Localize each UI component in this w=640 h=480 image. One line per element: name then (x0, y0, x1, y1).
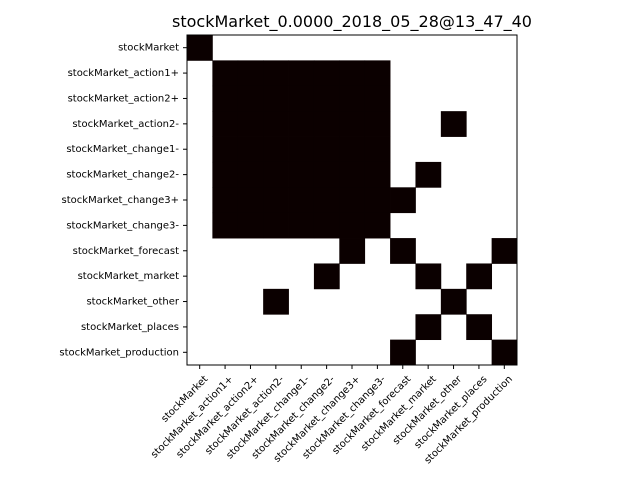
heatmap-cell (390, 238, 416, 264)
y-tick-label: stockMarket_action2+ (68, 93, 179, 104)
heatmap-cell (415, 314, 442, 341)
heatmap-cell (313, 60, 340, 87)
y-tick-label: stockMarket_production (59, 347, 179, 358)
heatmap-cell (237, 136, 264, 163)
heatmap-cell (339, 161, 366, 188)
heatmap-cell (440, 111, 467, 137)
heatmap-cell (288, 212, 315, 239)
y-tick-label: stockMarket_other (86, 297, 179, 308)
y-tick-label: stockMarket_market (78, 271, 179, 282)
heatmap-cell (263, 85, 289, 112)
y-tick-label: stockMarket_change2- (66, 170, 179, 181)
heatmap-cell (263, 161, 289, 188)
heatmap-cell (364, 212, 391, 239)
heatmap-cell (364, 187, 391, 214)
heatmap-cell (491, 238, 518, 264)
heatmap-cell (187, 35, 213, 61)
y-tick-label: stockMarket_forecast (73, 246, 179, 257)
heatmap-cell (237, 85, 264, 112)
heatmap-cell (364, 161, 391, 188)
y-tick-label: stockMarket_action2- (72, 119, 179, 130)
heatmap-cell (263, 111, 289, 137)
heatmap-cell (364, 60, 391, 87)
heatmap-cell (263, 187, 289, 214)
heatmap-cell (212, 136, 239, 163)
heatmap-cell (339, 238, 366, 264)
heatmap-cell (466, 263, 493, 290)
heatmap-cell (313, 212, 340, 239)
heatmap-cell (313, 85, 340, 112)
y-tick-label: stockMarket_change3- (66, 220, 179, 231)
heatmap-cell (263, 288, 289, 315)
y-tick-label: stockMarket (118, 43, 179, 54)
y-tick-label: stockMarket_change1- (66, 144, 179, 155)
heatmap-cell (288, 136, 315, 163)
heatmap-cell (491, 339, 518, 366)
heatmap-cell (313, 161, 340, 188)
heatmap-cell (288, 161, 315, 188)
heatmap-cell (339, 85, 366, 112)
heatmap-cell (212, 60, 239, 87)
heatmap-cell (263, 212, 289, 239)
heatmap-cell (339, 136, 366, 163)
heatmap-cell (212, 187, 239, 214)
chart-title: stockMarket_0.0000_2018_05_28@13_47_40 (172, 12, 532, 32)
heatmap-cell (390, 187, 416, 214)
heatmap-cell (339, 187, 366, 214)
heatmap-cell (237, 111, 264, 137)
heatmap-cell (364, 136, 391, 163)
y-tick-label: stockMarket_action1+ (68, 68, 179, 79)
heatmap-cell (440, 288, 467, 315)
x-tick-labels: stockMarketstockMarket_action1+stockMark… (149, 373, 515, 466)
y-tick-labels: stockMarket stockMarket_action1+ stockMark… (59, 43, 179, 359)
heatmap-cell (313, 187, 340, 214)
heatmap-cell (364, 111, 391, 137)
heatmap-cell (364, 85, 391, 112)
heatmap-cell (339, 60, 366, 87)
y-tick-label: stockMarket_places (81, 322, 179, 333)
heatmap-cell (313, 111, 340, 137)
heatmap-cell (237, 212, 264, 239)
heatmap-cells (187, 35, 518, 366)
heatmap-cell (263, 60, 289, 87)
heatmap-cell (466, 314, 493, 341)
heatmap-cell (339, 212, 366, 239)
heatmap-cell (237, 187, 264, 214)
heatmap-cell (288, 187, 315, 214)
heatmap-cell (212, 212, 239, 239)
heatmap-cell (288, 85, 315, 112)
y-tick-label: stockMarket_change3+ (62, 195, 179, 206)
heatmap-cell (237, 161, 264, 188)
heatmap-cell (263, 136, 289, 163)
heatmap-cell (288, 60, 315, 87)
heatmap-cell (415, 161, 442, 188)
heatmap-cell (288, 111, 315, 137)
heatmap-cell (212, 161, 239, 188)
heatmap-cell (237, 60, 264, 87)
heatmap-cell (415, 263, 442, 290)
heatmap-cell (313, 263, 340, 290)
axis-ticks (183, 47, 505, 369)
heatmap-cell (313, 136, 340, 163)
heatmap-cell (212, 111, 239, 137)
heatmap-cell (390, 339, 416, 366)
heatmap-cell (212, 85, 239, 112)
heatmap-cell (339, 111, 366, 137)
